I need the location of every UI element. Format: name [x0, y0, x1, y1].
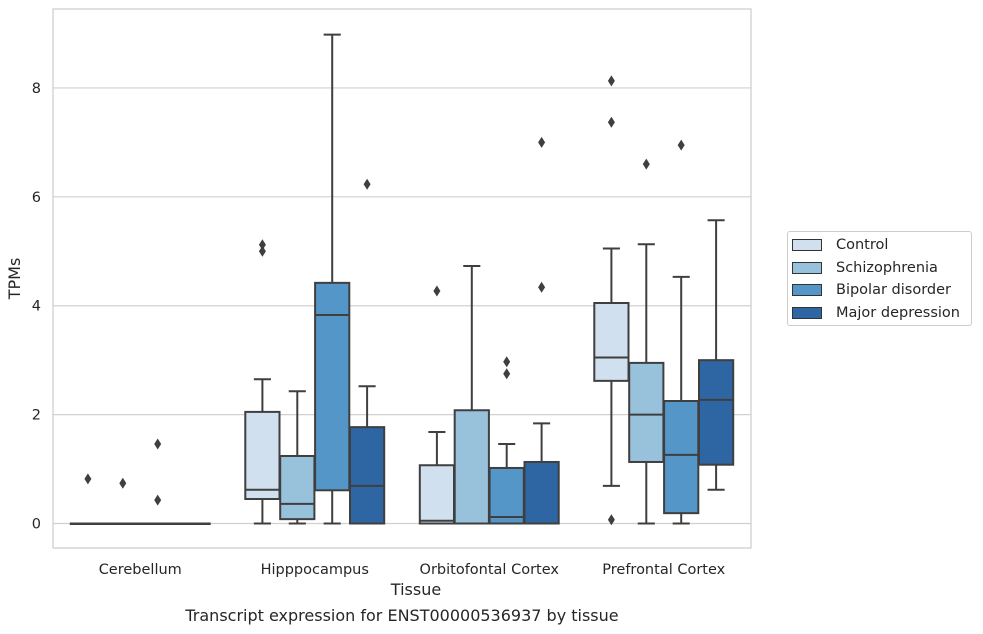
box-iqr	[697, 359, 735, 466]
legend-item: Major depression	[792, 303, 960, 323]
legend-swatch	[792, 239, 822, 251]
box-plot-box	[488, 356, 525, 525]
box-iqr	[593, 302, 630, 382]
legend-label: Schizophrenia	[836, 259, 938, 276]
box-plot-box	[174, 522, 211, 525]
box-plot-box	[244, 239, 281, 525]
box-plot-area	[69, 33, 735, 526]
box-plot-box	[139, 438, 176, 525]
legend-swatch	[792, 306, 822, 319]
legend-swatch	[792, 261, 822, 274]
box-iqr	[314, 281, 351, 492]
outlier-point	[433, 285, 441, 297]
outlier-point	[258, 245, 266, 257]
box-iqr	[663, 400, 700, 515]
x-tick-label: Hipppocampus	[261, 562, 369, 578]
y-tick-label: 8	[32, 81, 41, 97]
outlier-point	[258, 239, 266, 251]
legend-label: Control	[836, 237, 889, 253]
y-tick-label: 4	[32, 299, 41, 315]
box-plot-box	[69, 473, 107, 525]
x-tick-label: Prefrontal Cortex	[602, 562, 725, 578]
outlier-point	[642, 158, 650, 170]
outlier-point	[154, 438, 162, 450]
outlier-point	[677, 139, 685, 151]
outlier-point	[607, 75, 615, 87]
outlier-point	[84, 473, 92, 485]
legend-item: Control	[792, 235, 888, 255]
outlier-point	[607, 514, 615, 526]
legend-swatch	[792, 284, 822, 296]
x-tick-label: Orbitofontal Cortex	[420, 562, 560, 578]
outlier-point	[363, 178, 371, 190]
y-axis-ticks: 0 2 4 6 8	[32, 81, 41, 533]
box-iqr	[244, 410, 281, 500]
box-iqr	[628, 361, 665, 463]
box-iqr	[279, 454, 316, 521]
box-plot-box	[663, 139, 700, 525]
box-plot-box	[523, 136, 560, 525]
chart-legend: Control Schizophrenia Bipolar disorder Majo…	[787, 231, 972, 326]
legend-item: Schizophrenia	[792, 258, 938, 278]
box-iqr	[348, 426, 386, 525]
x-axis-ticks: Cerebellum Hipppocampus Orbitofontal Corte…	[99, 562, 726, 578]
x-axis-label: Tissue	[390, 580, 441, 599]
outlier-point	[154, 494, 162, 506]
box-iqr	[523, 460, 560, 525]
box-plot-box	[453, 264, 490, 525]
chart-caption: Transcript expression for ENST0000053693…	[185, 606, 619, 625]
outlier-point	[503, 356, 511, 368]
box-iqr	[453, 409, 490, 525]
x-tick-label: Cerebellum	[99, 562, 182, 578]
box-iqr	[488, 466, 525, 525]
outlier-point	[538, 281, 546, 293]
box-plot-box	[697, 219, 735, 491]
plot-frame	[52, 8, 752, 549]
outlier-point	[538, 136, 546, 148]
legend-item: Bipolar disorder	[792, 280, 951, 300]
box-plot-box	[418, 285, 456, 525]
box-plot-box	[348, 178, 386, 525]
box-iqr	[418, 464, 456, 525]
y-axis-label: TPMs	[5, 258, 24, 301]
box-plot-box	[314, 33, 351, 525]
box-plot-box	[593, 75, 630, 526]
legend-label: Major depression	[836, 304, 960, 321]
legend-label: Bipolar disorder	[836, 282, 951, 298]
y-tick-label: 0	[32, 517, 41, 533]
box-plot-box	[104, 477, 141, 525]
outlier-point	[607, 116, 615, 128]
box-plot-box	[628, 158, 665, 525]
y-tick-label: 6	[32, 190, 41, 206]
y-tick-label: 2	[32, 408, 41, 424]
box-plot-box	[279, 390, 316, 525]
outlier-point	[503, 368, 511, 380]
outlier-point	[119, 477, 127, 489]
